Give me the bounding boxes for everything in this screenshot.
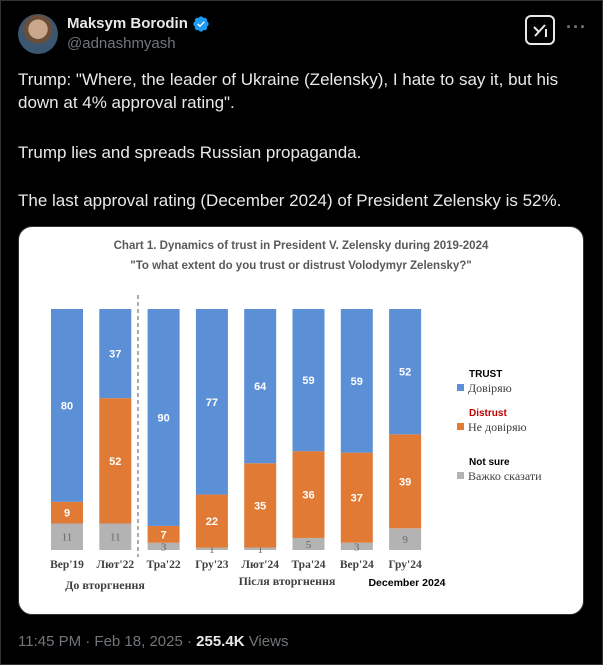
chart-title: Chart 1. Dynamics of trust in President … xyxy=(114,240,489,252)
bar-segment xyxy=(99,398,132,524)
bar-value-label: 1 xyxy=(209,544,215,556)
bar-segment xyxy=(244,547,277,550)
tweet-text-line-1: Trump: "Where, the leader of Ukraine (Ze… xyxy=(18,70,559,112)
category-label: Вер'19 xyxy=(50,559,84,571)
bar-segment xyxy=(340,309,373,453)
bar-segment xyxy=(292,537,325,550)
bar-segment xyxy=(99,309,132,399)
bar-value-label: 11 xyxy=(62,532,73,544)
bar-value-label: 90 xyxy=(157,412,169,424)
bar-value-label: 5 xyxy=(306,539,312,551)
annotation-december-2024: December 2024 xyxy=(368,577,445,589)
legend-swatch xyxy=(457,384,464,391)
bar-value-label: 36 xyxy=(302,490,314,502)
views-count: 255.4K xyxy=(196,633,245,650)
avatar[interactable] xyxy=(18,14,58,54)
verified-badge-icon xyxy=(193,16,209,32)
bar-segment xyxy=(51,309,83,502)
bar-value-label: 59 xyxy=(302,375,314,387)
legend-label: Довіряю xyxy=(468,381,512,395)
bar-segment xyxy=(244,309,277,464)
legend-heading: TRUST xyxy=(469,369,502,380)
bar-segment xyxy=(51,501,83,524)
group-label-before: До вторгнення xyxy=(65,578,145,592)
category-label: Гру'23 xyxy=(195,559,229,571)
bar-segment xyxy=(389,434,422,529)
bar-value-label: 64 xyxy=(254,381,267,393)
category-label: Гру'24 xyxy=(388,559,422,571)
author-handle[interactable]: @adnashmyash xyxy=(67,35,176,52)
bar-value-label: 77 xyxy=(206,397,218,409)
legend-swatch xyxy=(457,472,464,479)
category-label: Лют'24 xyxy=(241,559,279,571)
legend-label: Важко сказати xyxy=(468,469,542,483)
bar-segment xyxy=(195,309,228,495)
bar-segment xyxy=(195,547,228,550)
grok-icon[interactable] xyxy=(525,15,555,45)
tweet-footer: 11:45 PM · Feb 18, 2025 · 255.4K Views xyxy=(18,633,288,650)
category-label: Тра'22 xyxy=(147,559,181,571)
bar-segment xyxy=(99,523,132,550)
chart-image[interactable]: Chart 1. Dynamics of trust in President … xyxy=(18,226,584,615)
bar-segment xyxy=(340,542,373,550)
bar-value-label: 80 xyxy=(61,400,73,412)
category-label: Тра'24 xyxy=(291,559,325,571)
bar-segment xyxy=(147,525,180,543)
chart-subtitle: "To what extent do you trust or distrust… xyxy=(130,260,471,272)
views-label: Views xyxy=(244,633,289,650)
bar-value-label: 9 xyxy=(64,508,70,520)
bar-segment xyxy=(51,523,83,550)
more-icon[interactable]: ··· xyxy=(566,17,587,37)
bar-segment xyxy=(389,528,422,550)
bar-value-label: 52 xyxy=(399,367,411,379)
bar-segment xyxy=(389,309,422,435)
category-label: Лют'22 xyxy=(97,559,135,571)
tweet-text-line-3: The last approval rating (December 2024)… xyxy=(18,191,562,210)
legend-heading: Distrust xyxy=(469,408,507,419)
bar-value-label: 37 xyxy=(109,349,121,361)
bar-value-label: 11 xyxy=(110,532,121,544)
bar-value-label: 7 xyxy=(161,529,167,541)
chart-svg: Chart 1. Dynamics of trust in President … xyxy=(50,240,542,592)
bar-value-label: 39 xyxy=(399,476,411,488)
bar-value-label: 52 xyxy=(109,456,121,468)
bar-segment xyxy=(292,309,325,452)
timestamp[interactable]: 11:45 PM · Feb 18, 2025 · xyxy=(18,633,197,650)
bar-segment xyxy=(195,494,228,548)
group-label-after: Після вторгнення xyxy=(239,574,336,588)
bar-value-label: 59 xyxy=(351,376,363,388)
tweet-text-line-2: Trump lies and spreads Russian propagand… xyxy=(18,143,362,162)
legend-swatch xyxy=(457,423,464,430)
bar-value-label: 37 xyxy=(351,493,363,505)
category-label: Вер'24 xyxy=(340,559,374,571)
bar-value-label: 3 xyxy=(161,541,167,553)
legend-heading: Not sure xyxy=(469,457,510,468)
legend-label: Не довіряю xyxy=(468,420,527,434)
bar-segment xyxy=(147,309,180,526)
author-name[interactable]: Maksym Borodin xyxy=(67,15,188,32)
bar-segment xyxy=(147,542,180,550)
bar-value-label: 35 xyxy=(254,500,266,512)
bar-value-label: 1 xyxy=(257,544,263,556)
bar-value-label: 3 xyxy=(354,541,360,553)
bar-segment xyxy=(292,451,325,538)
bar-value-label: 9 xyxy=(402,534,408,546)
bar-segment xyxy=(340,452,373,543)
bar-value-label: 22 xyxy=(206,516,218,528)
bar-segment xyxy=(244,463,277,548)
